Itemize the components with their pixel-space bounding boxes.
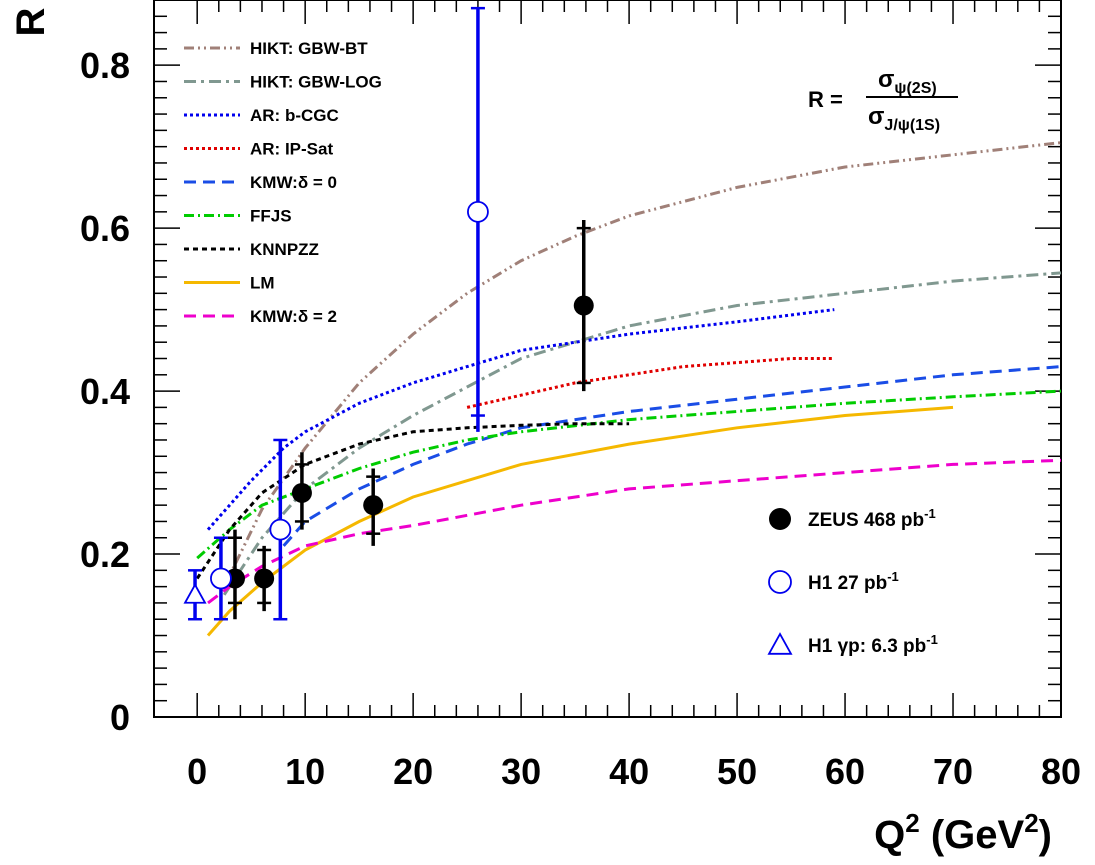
marker-open-triangle: [183, 582, 207, 604]
x-axis-title-mid: (GeV: [920, 813, 1025, 857]
formula-den-sym: σ: [868, 103, 884, 130]
curve-0: [222, 141, 1062, 588]
x-axis-title-end: ): [1039, 813, 1052, 857]
formula-den-sub: J/ψ(1S): [884, 117, 940, 134]
curve-8: [207, 458, 1062, 605]
curve-4: [282, 365, 1062, 547]
legend-label-0: HIKT: GBW-BT: [250, 39, 368, 58]
points-legend-label-2: H1 γp: 6.3 pb-1: [808, 632, 938, 657]
data-points: [183, 6, 594, 621]
marker-filled-circle: [291, 482, 312, 503]
legend-label-8: KMW:δ = 2: [250, 307, 337, 326]
formula-lhs: R =: [808, 87, 843, 112]
marker-open-circle: [467, 200, 489, 223]
x-tick-label: 30: [501, 751, 541, 792]
legend-label-3: AR: IP-Sat: [250, 140, 333, 159]
curve-3: [466, 357, 835, 409]
points-legend: ZEUS 468 pb-1 H1 27 pb-1 H1 γp: 6.3 pb-1: [767, 506, 938, 657]
marker-open-circle: [768, 570, 792, 594]
legend-label-4: KMW:δ = 0: [250, 173, 337, 192]
y-tick-label: 0.2: [80, 534, 130, 575]
legend-label-2: AR: b-CGC: [250, 106, 339, 125]
marker-open-triangle: [767, 632, 793, 655]
x-tick-label: 40: [609, 751, 649, 792]
points-legend-label-1: H1 27 pb-1: [808, 569, 899, 594]
axis-tick-labels: 0 10 20 30 40 50 60 70 80 0 0.2 0.4 0.6 0.8: [80, 45, 1081, 792]
marker-open-circle: [269, 518, 292, 541]
legend-label-6: KNNPZZ: [250, 240, 319, 259]
legend-label-1: HIKT: GBW-LOG: [250, 73, 382, 92]
curve-5: [196, 389, 1062, 560]
x-tick-label: 70: [933, 751, 973, 792]
formula-num-sym: σ: [878, 66, 894, 93]
curve-6: [195, 422, 630, 580]
x-tick-label: 10: [285, 751, 325, 792]
curve-1: [222, 271, 1062, 596]
y-tick-label: 0.6: [80, 208, 130, 249]
x-axis-title: Q2 (GeV2): [874, 808, 1052, 857]
legend: HIKT: GBW-BT HIKT: GBW-LOG AR: b-CGC AR: IP…: [184, 39, 382, 326]
x-axis-title-sup2: 2: [1024, 808, 1038, 838]
x-tick-label: 20: [393, 751, 433, 792]
y-axis-title: R: [9, 7, 53, 36]
x-tick-label: 50: [717, 751, 757, 792]
y-tick-label: 0.8: [80, 45, 130, 86]
marker-open-circle: [210, 567, 232, 590]
x-tick-label: 80: [1041, 751, 1081, 792]
legend-label-5: FFJS: [250, 207, 292, 226]
axis-ticks: [154, 0, 1062, 718]
y-tick-label: 0: [110, 697, 130, 738]
x-tick-label: 0: [187, 751, 207, 792]
marker-filled-circle: [254, 568, 275, 589]
marker-filled-circle: [573, 295, 594, 316]
x-axis-title-main: Q: [874, 813, 905, 857]
legend-label-7: LM: [250, 274, 275, 293]
formula-numerator: σψ(2S): [878, 66, 937, 97]
curve-7: [206, 405, 954, 637]
marker-filled-circle: [769, 508, 791, 530]
x-axis-title-sup1: 2: [905, 808, 919, 838]
marker-filled-circle: [363, 495, 384, 516]
formula-num-sub: ψ(2S): [894, 80, 936, 97]
ratio-formula: R = σψ(2S) σJ/ψ(1S): [808, 66, 958, 134]
y-tick-label: 0.4: [80, 371, 130, 412]
formula-denominator: σJ/ψ(1S): [868, 103, 940, 134]
curve-2: [206, 308, 835, 531]
points-legend-label-0: ZEUS 468 pb-1: [808, 506, 936, 531]
theory-curves: [195, 141, 1062, 637]
x-tick-label: 60: [825, 751, 865, 792]
